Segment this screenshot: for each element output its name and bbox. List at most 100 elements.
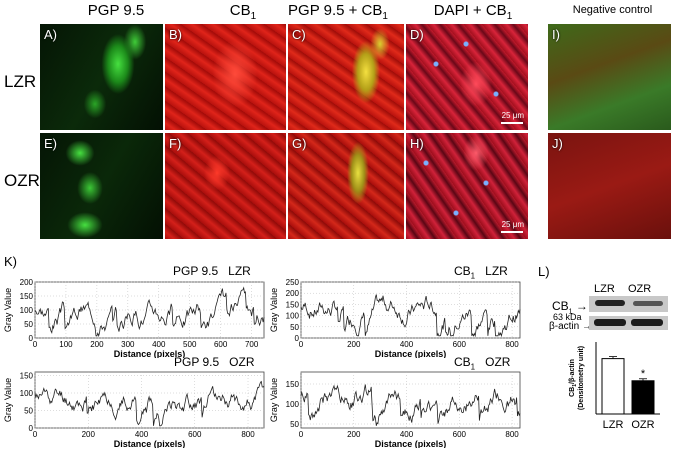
panel-letter-i: I) — [552, 27, 560, 42]
panel-letter-g: G) — [292, 136, 307, 151]
y-axis-label: Gray Value — [269, 288, 279, 332]
micrograph-merge-ozr: G) — [288, 133, 404, 239]
y-axis-label: Gray Value — [269, 378, 279, 422]
dapi-subscript: 1 — [506, 11, 513, 22]
densitometry-bar-chart: CB1/β-actin (Densitometry unit) LZR * OZR — [569, 342, 660, 431]
x-axis-label: Distance (pixels) — [375, 439, 447, 448]
panel-letter-d: D) — [410, 27, 424, 42]
y-tick-label: 150 — [286, 300, 300, 309]
column-title-cb: CB1 — [213, 2, 273, 22]
x-tick-label: 200 — [347, 340, 361, 349]
y-tick-label: 50 — [290, 323, 299, 332]
micrograph-cb-ozr: F) — [165, 133, 286, 239]
x-tick-label: 600 — [453, 340, 467, 349]
micrograph-dapi-lzr: D) 25 μm — [406, 24, 528, 130]
micrograph-merge-lzr: C) — [288, 24, 404, 130]
cb-text: CB — [229, 2, 251, 19]
scale-bar — [501, 231, 523, 233]
blot-band-actin-lzr — [594, 319, 626, 326]
merge-subscript: 1 — [382, 11, 388, 22]
micrograph-pgp-ozr: E) — [40, 133, 163, 239]
blot-band-cb-lzr — [595, 300, 625, 306]
x-tick-label: 0 — [33, 430, 38, 439]
significance-star: * — [641, 368, 646, 380]
y-tick-label: 150 — [20, 372, 34, 381]
blot-band-cb-ozr — [633, 301, 663, 306]
x-axis-label: Distance (pixels) — [375, 349, 447, 358]
y-tick-label: 250 — [286, 278, 300, 287]
blot-label-cb: CB1 → — [552, 299, 588, 316]
x-tick-label: 800 — [505, 430, 519, 439]
panel-letter-e: E) — [44, 136, 57, 151]
x-tick-label: 200 — [347, 430, 361, 439]
profile-trace — [300, 384, 521, 426]
panel-letter-c: C) — [292, 27, 306, 42]
micrograph-negative-ozr: J) — [548, 133, 671, 239]
blot-column-ozr: OZR — [628, 283, 652, 295]
y-tick-label: 50 — [24, 320, 33, 329]
scale-bar-label: 25 μm — [501, 111, 524, 120]
y-tick-label: 200 — [20, 278, 34, 287]
x-tick-label: 700 — [245, 340, 259, 349]
y-tick-label: 100 — [20, 389, 34, 398]
y-tick-label: 150 — [286, 380, 300, 389]
scale-bar-label: 25 μm — [501, 220, 524, 229]
micrograph-negative-lzr: I) — [548, 24, 671, 130]
intensity-profile-pgp-lzr: Gray Value 0 50 100 150 200 0 100 200 300 400 500 60… — [3, 278, 265, 358]
x-tick-label: 300 — [121, 340, 135, 349]
panel-letter-j: J) — [552, 136, 563, 151]
profile-trace — [34, 286, 265, 338]
dapi-text: DAPI + CB — [433, 2, 507, 19]
x-tick-label: 0 — [33, 340, 38, 349]
x-tick-label: 800 — [241, 430, 255, 439]
blot-strip-cb — [589, 296, 668, 312]
row-label-lzr: LZR — [4, 72, 37, 91]
blot-strip-actin — [589, 316, 668, 330]
section-label-l: L) — [538, 264, 550, 279]
panel-letter-b: B) — [169, 27, 182, 42]
y-tick-label: 0 — [295, 334, 300, 343]
x-tick-label: 400 — [400, 340, 414, 349]
profile-title-2: CB1 LZR — [454, 264, 508, 281]
y-axis-label: Gray Value — [3, 288, 13, 332]
x-tick-label: 200 — [90, 340, 104, 349]
panel-letter-h: H) — [410, 136, 424, 151]
x-tick-label: 600 — [453, 430, 467, 439]
plot-frame — [300, 371, 521, 429]
y-tick-label: 0 — [29, 334, 34, 343]
intensity-profile-pgp-ozr: Gray Value 0 50 100 150 0 200 400 600 800 Distance… — [3, 372, 265, 448]
micrograph-cb-lzr: B) — [165, 24, 286, 130]
micrograph-pgp-lzr: A) — [40, 24, 163, 130]
profile-title-1: PGP 9.5 LZR — [173, 264, 251, 278]
blot-label-actin: β-actin → — [549, 321, 592, 332]
blot-band-actin-ozr — [631, 319, 663, 326]
bar-ozr — [631, 380, 655, 415]
y-tick-label: 100 — [286, 400, 300, 409]
x-tick-label: LZR — [603, 419, 624, 431]
blot-label-kda: 63 kDa — [553, 312, 582, 322]
panel-letter-a: A) — [44, 27, 57, 42]
profile-trace — [300, 294, 521, 338]
x-tick-label: 800 — [505, 340, 519, 349]
section-label-k: K) — [4, 254, 17, 269]
cb-subscript: 1 — [250, 11, 257, 22]
y-axis-label: CB1/β-actin (Densitometry unit) — [569, 346, 585, 410]
x-tick-label: 600 — [214, 340, 228, 349]
profile-title-4: CB1 OZR — [454, 355, 511, 372]
merge-text: PGP 9.5 + CB — [288, 2, 383, 19]
x-axis-label: Distance (pixels) — [114, 349, 186, 358]
y-tick-label: 50 — [24, 407, 33, 416]
x-tick-label: 200 — [82, 430, 96, 439]
y-tick-label: 150 — [20, 292, 34, 301]
x-tick-label: 0 — [299, 340, 304, 349]
x-tick-label: 400 — [152, 340, 166, 349]
bar-lzr — [601, 358, 625, 415]
intensity-profile-cb-ozr: Gray Value 50 100 150 0 200 400 600 800 Distance … — [269, 371, 521, 448]
y-tick-label: 100 — [286, 312, 300, 321]
y-tick-label: 0 — [29, 424, 34, 433]
x-tick-label: 400 — [400, 430, 414, 439]
column-title-merge: PGP 9.5 + CB1 — [268, 2, 408, 22]
micrograph-dapi-ozr: H) 25 μm — [406, 133, 528, 239]
x-tick-label: 400 — [135, 430, 149, 439]
